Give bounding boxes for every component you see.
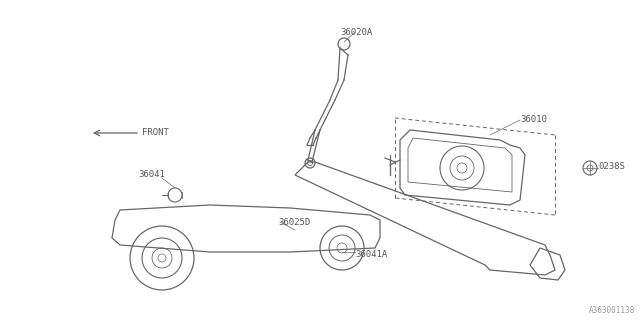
Text: A363001138: A363001138 [589,306,635,315]
Text: FRONT: FRONT [142,128,169,137]
Text: 36041: 36041 [138,170,165,179]
Text: 0238S: 0238S [598,162,625,171]
Text: 36025D: 36025D [278,218,310,227]
Text: 36020A: 36020A [340,28,372,37]
Text: 36010: 36010 [520,115,547,124]
Text: 36041A: 36041A [355,250,387,259]
